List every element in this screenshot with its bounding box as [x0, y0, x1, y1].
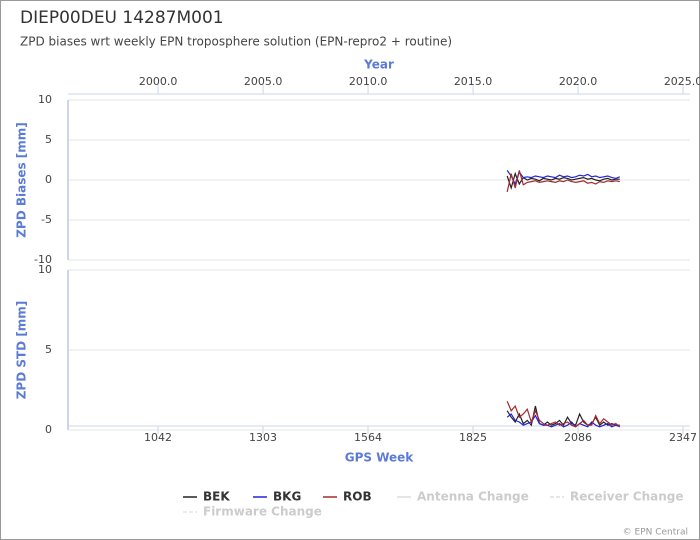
x2-tick-label: 2000.0 — [139, 75, 178, 88]
series-line — [506, 171, 620, 191]
x2-axis-label: Year — [363, 58, 394, 72]
x2-tick-label: 2005.0 — [244, 75, 283, 88]
title: DIEP00DEU 14287M001 — [20, 8, 224, 28]
legend-label: BEK — [203, 490, 230, 504]
x-tick-label: 1303 — [249, 431, 277, 444]
series-line — [506, 413, 621, 428]
x-tick-label: 2086 — [564, 431, 592, 444]
legend-label: BKG — [273, 490, 301, 504]
y-tick-label: 0 — [45, 423, 52, 436]
y-tick-label: -5 — [41, 213, 52, 226]
y-tick-label: 5 — [45, 133, 52, 146]
y-tick-label: 5 — [45, 343, 52, 356]
x-tick-label: 1564 — [354, 431, 382, 444]
series-line — [506, 170, 620, 193]
x2-tick-label: 2010.0 — [349, 75, 388, 88]
x-tick-label: 1042 — [144, 431, 172, 444]
x2-tick-label: 2015.0 — [454, 75, 493, 88]
y-axis-label: ZPD Biases [mm] — [15, 122, 29, 238]
series-line — [506, 170, 621, 186]
x2-tick-label: 2025.0 — [664, 75, 700, 88]
x-axis-label: GPS Week — [345, 451, 415, 465]
legend-label: ROB — [343, 490, 372, 504]
subtitle: ZPD biases wrt weekly EPN troposphere so… — [20, 35, 452, 49]
series-line — [506, 405, 620, 427]
y-tick-label: 10 — [38, 263, 52, 276]
y-tick-label: -10 — [34, 253, 52, 266]
y-axis-label: ZPD STD [mm] — [15, 301, 29, 400]
credits: © EPN Central — [623, 528, 688, 538]
series-line — [506, 400, 621, 428]
x-tick-label: 2347 — [669, 431, 697, 444]
legend-label: Receiver Change — [570, 490, 684, 504]
x2-tick-label: 2020.0 — [559, 75, 598, 88]
y-tick-label: 10 — [38, 93, 52, 106]
x-tick-label: 1825 — [459, 431, 487, 444]
legend-label: Antenna Change — [417, 490, 529, 504]
legend-label: Firmware Change — [203, 505, 322, 519]
y-tick-label: 0 — [45, 173, 52, 186]
